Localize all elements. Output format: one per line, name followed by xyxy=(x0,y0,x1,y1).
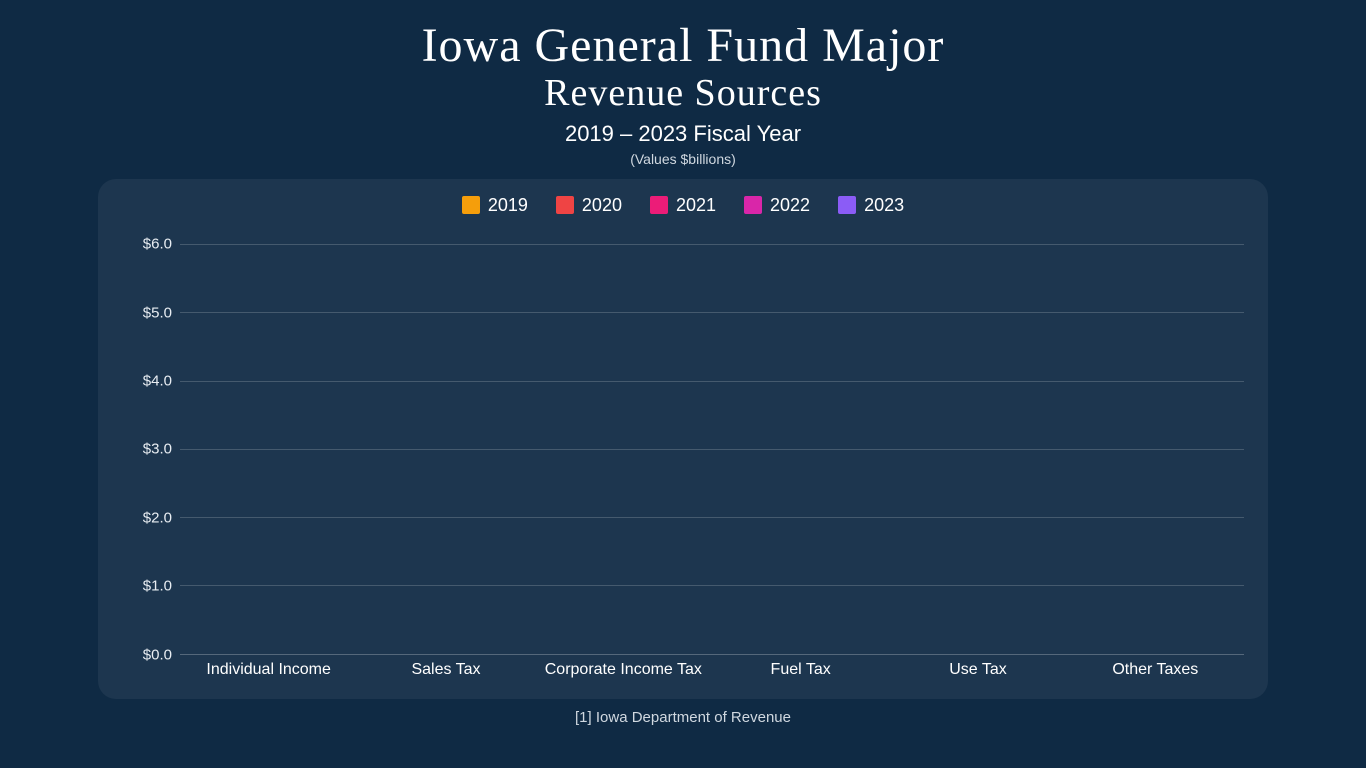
title-line-1: Iowa General Fund Major xyxy=(422,20,945,73)
y-tick-label: $4.0 xyxy=(143,372,172,389)
title-line-2: Revenue Sources xyxy=(544,73,822,115)
legend-label: 2019 xyxy=(488,195,528,216)
legend-label: 2022 xyxy=(770,195,810,216)
legend-label: 2023 xyxy=(864,195,904,216)
x-axis-label: Fuel Tax xyxy=(721,661,881,679)
legend-swatch xyxy=(650,196,668,214)
page-container: Iowa General Fund Major Revenue Sources … xyxy=(0,0,1366,768)
gridline xyxy=(180,244,1244,245)
legend-item: 2023 xyxy=(838,195,904,216)
x-axis-labels: Individual Income Sales Tax Corporate Inco… xyxy=(180,661,1244,679)
legend-item: 2022 xyxy=(744,195,810,216)
y-axis: $0.0$1.0$2.0$3.0$4.0$5.0$6.0 xyxy=(122,224,180,655)
legend-swatch xyxy=(744,196,762,214)
chart-panel: 2019 2020 2021 2022 2023 $0.0 $1.0 $2.0 $3.0 $4.… xyxy=(98,179,1268,699)
gridline xyxy=(180,449,1244,450)
legend-swatch xyxy=(838,196,856,214)
bar-groups xyxy=(180,224,1244,654)
subtitle: 2019 – 2023 Fiscal Year xyxy=(565,121,801,147)
gridline xyxy=(180,517,1244,518)
x-axis-label: Sales Tax xyxy=(366,661,526,679)
legend: 2019 2020 2021 2022 2023 xyxy=(122,195,1244,216)
legend-label: 2020 xyxy=(582,195,622,216)
y-tick-label: $2.0 xyxy=(143,509,172,526)
legend-item: 2021 xyxy=(650,195,716,216)
y-tick-label: $5.0 xyxy=(143,304,172,321)
legend-item: 2020 xyxy=(556,195,622,216)
y-tick-label: $0.0 xyxy=(143,646,172,663)
legend-item: 2019 xyxy=(462,195,528,216)
x-axis-label: Use Tax xyxy=(898,661,1058,679)
plot-area: $0.0$1.0$2.0$3.0$4.0$5.0$6.0 xyxy=(122,224,1244,655)
legend-swatch xyxy=(462,196,480,214)
x-axis-label: Corporate Income Tax xyxy=(543,661,703,679)
x-axis-label: Other Taxes xyxy=(1075,661,1235,679)
x-axis-label: Individual Income xyxy=(189,661,349,679)
legend-swatch xyxy=(556,196,574,214)
gridline xyxy=(180,585,1244,586)
y-tick-label: $1.0 xyxy=(143,578,172,595)
values-note: (Values $billions) xyxy=(630,151,736,167)
gridline xyxy=(180,312,1244,313)
grid-area xyxy=(180,224,1244,655)
y-tick-label: $3.0 xyxy=(143,441,172,458)
legend-label: 2021 xyxy=(676,195,716,216)
y-tick-label: $6.0 xyxy=(143,236,172,253)
citation: [1] Iowa Department of Revenue xyxy=(575,709,791,726)
gridline xyxy=(180,381,1244,382)
